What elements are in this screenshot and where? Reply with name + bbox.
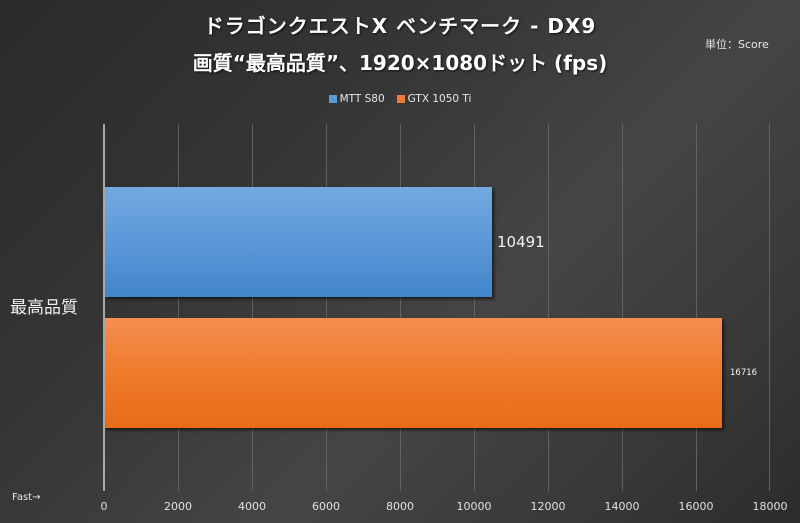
legend-swatch-blue — [328, 95, 337, 103]
x-tick-label: 12000 — [530, 500, 566, 513]
gridline — [548, 124, 549, 491]
x-tick-label: 6000 — [312, 500, 340, 513]
legend-item-gtx-1050-ti: GTX 1050 Ti — [396, 93, 472, 105]
x-tick-label: 10000 — [456, 500, 492, 513]
x-tick-label: 8000 — [386, 500, 414, 513]
chart-title-line1: ドラゴンクエストX ベンチマーク - DX9 — [203, 14, 597, 38]
plot-area: 10491 16716 — [103, 124, 770, 491]
x-tick-label: 16000 — [678, 500, 714, 513]
unit-label: 単位：Score — [705, 38, 769, 51]
legend-item-mtt-s80: MTT S80 — [328, 93, 385, 105]
direction-label: Fast→ — [12, 492, 41, 503]
data-label-gtx-1050-ti: 16716 — [730, 368, 758, 378]
gridline — [622, 124, 623, 491]
bar-gtx-1050-ti — [104, 318, 722, 428]
data-label-mtt-s80: 10491 — [497, 233, 545, 251]
x-tick-label: 4000 — [238, 500, 266, 513]
gridline — [326, 124, 327, 491]
gridline — [769, 124, 770, 491]
x-tick-label: 2000 — [164, 500, 192, 513]
gridline — [252, 124, 253, 491]
gridline — [178, 124, 179, 491]
gridline — [400, 124, 401, 491]
bar-mtt-s80 — [104, 187, 492, 297]
x-tick-label: 14000 — [604, 500, 640, 513]
legend-swatch-orange — [396, 95, 405, 103]
chart-title-line2: 画質“最高品質”、1920×1080ドット (fps) — [192, 51, 608, 75]
category-label: 最高品質 — [10, 298, 78, 318]
y-axis-line — [103, 124, 105, 491]
x-tick-label: 18000 — [752, 500, 788, 513]
legend-label: MTT S80 — [339, 93, 385, 105]
legend-label: GTX 1050 Ti — [407, 93, 472, 105]
x-tick-label: 0 — [100, 500, 108, 513]
legend: MTT S80 GTX 1050 Ti — [0, 93, 800, 105]
gridline — [696, 124, 697, 491]
gridline — [474, 124, 475, 491]
